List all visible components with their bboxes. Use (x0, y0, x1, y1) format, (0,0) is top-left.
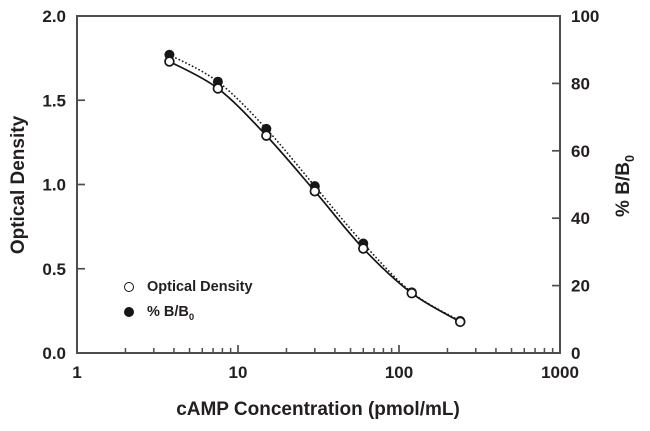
svg-text:40: 40 (571, 209, 590, 228)
svg-text:80: 80 (571, 74, 590, 93)
x-axis-title: cAMP Concentration (pmol/mL) (176, 399, 460, 420)
plot-frame (76, 15, 561, 354)
svg-text:1000: 1000 (541, 363, 579, 382)
svg-text:100: 100 (571, 7, 599, 26)
svg-text:0.0: 0.0 (42, 344, 66, 363)
svg-text:2.0: 2.0 (42, 7, 66, 26)
svg-text:0: 0 (571, 344, 580, 363)
svg-text:1.5: 1.5 (42, 91, 66, 110)
legend-item-percent-bb0: % B/B0 (119, 299, 253, 324)
legend-item-optical-density: Optical Density (119, 274, 253, 299)
right-axis-title-main: % B/B (613, 162, 634, 217)
filled-circle-icon (119, 306, 139, 317)
svg-text:60: 60 (571, 142, 590, 161)
right-axis-ticks: 0 20 40 60 80 100 (552, 7, 599, 363)
legend-label: % B/B0 (147, 303, 195, 323)
series-markers-optical-density (164, 56, 466, 328)
legend-label: Optical Density (147, 278, 253, 295)
right-axis-title: % B/B0 (613, 155, 637, 217)
svg-text:10: 10 (229, 363, 248, 382)
legend: Optical Density % B/B0 (119, 274, 253, 324)
x-axis-ticks: 1 10 100 1000 (72, 345, 579, 382)
svg-text:1.0: 1.0 (42, 176, 66, 195)
svg-text:0.5: 0.5 (42, 260, 66, 279)
svg-text:1: 1 (72, 363, 81, 382)
svg-text:20: 20 (571, 277, 590, 296)
svg-text:100: 100 (385, 363, 413, 382)
left-axis-ticks: 0.0 0.5 1.0 1.5 2.0 (42, 7, 85, 363)
left-axis-title: Optical Density (8, 115, 29, 255)
open-circle-icon (119, 281, 139, 292)
right-axis-title-sub: 0 (622, 155, 637, 163)
